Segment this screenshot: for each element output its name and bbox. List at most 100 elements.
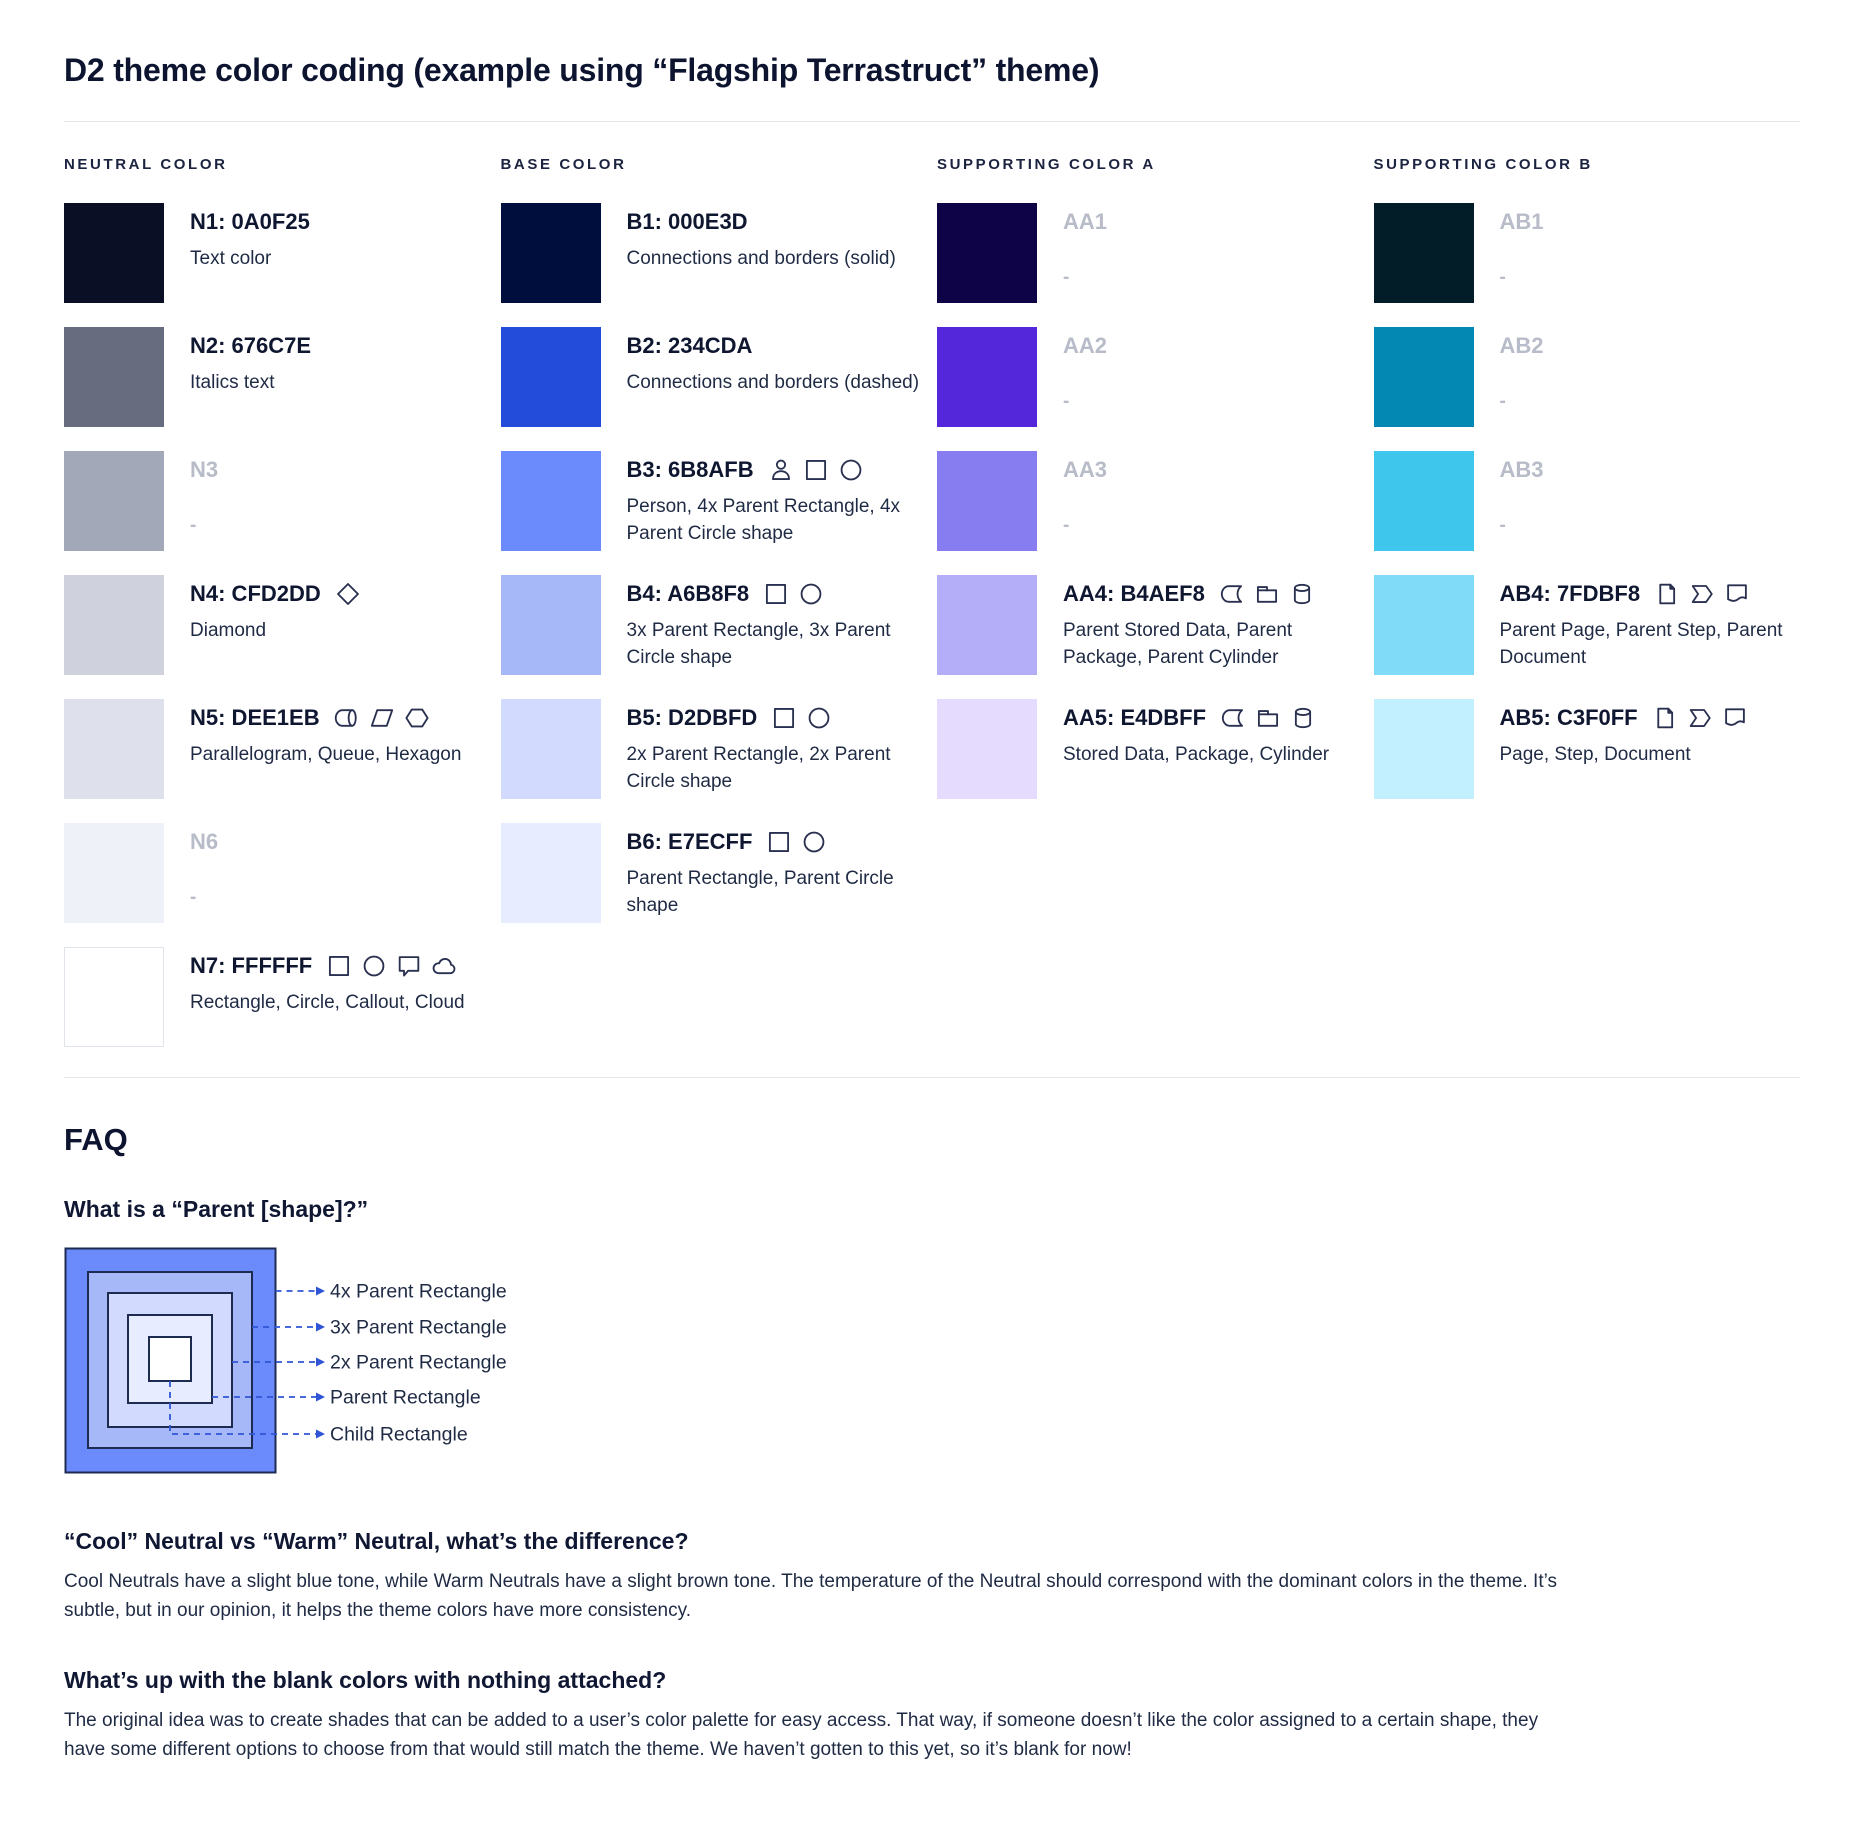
color-swatch-aa1 [937, 203, 1037, 303]
hexagon-icon [404, 705, 430, 731]
entry-label-row: AB4: 7FDBF8 [1500, 581, 1800, 607]
entry-description: Text color [190, 248, 272, 269]
palette-entry-n6: N6 - [64, 823, 491, 923]
entry-shape-icons [771, 705, 832, 731]
entry-label: B6: E7ECFF [626, 829, 753, 854]
faq-question-parent-shape: What is a “Parent [shape]?” [64, 1196, 369, 1222]
diagram-rect-5 [148, 1336, 192, 1382]
palette-entry-b5: B5: D2DBFD 2x Parent Rectangle, 2x Parent… [500, 699, 928, 799]
palette-entry-aa5: AA5: E4DBFF Stored Data, Package, Cylinde… [937, 699, 1364, 799]
entry-meta: B5: D2DBFD 2x Parent Rectangle, 2x Parent… [627, 699, 927, 796]
entry-label: B5: D2DBFD [626, 705, 758, 730]
entry-description: Stored Data, Package, Cylinder [1063, 744, 1330, 765]
palette-column-header: NEUTRAL COLOR [64, 156, 228, 173]
entry-description: Person, 4x Parent Rectangle, 4x Parent C… [626, 496, 901, 544]
palette-column-3: SUPPORTING COLOR A AA1 - AA2 - AA3 - AA4: B4AEF… [937, 156, 1364, 1071]
entry-description: Parent Rectangle, Parent Circle shape [626, 868, 894, 916]
entry-description: 3x Parent Rectangle, 3x Parent Circle sh… [626, 620, 891, 668]
rectangle-icon [803, 457, 829, 483]
package-icon [1254, 581, 1280, 607]
entry-label-row: N3 [190, 457, 490, 483]
faq-answer-blank-colors: The original idea was to create shades t… [64, 1710, 1539, 1760]
entry-description: - [1063, 515, 1070, 536]
color-swatch-aa5 [937, 699, 1037, 799]
entry-description: - [1063, 267, 1070, 288]
palette-column-1: NEUTRAL COLOR N1: 0A0F25 Text color N2: 676… [64, 156, 491, 1071]
package-icon [1255, 705, 1281, 731]
entry-description: - [1499, 267, 1506, 288]
entry-label: AB1 [1499, 209, 1544, 234]
entry-label-row: N2: 676C7E [190, 333, 490, 359]
entry-label: AB5: C3F0FF [1499, 705, 1638, 730]
entry-label-row: AA2 [1063, 333, 1363, 359]
stored-data-icon [1220, 705, 1246, 731]
entry-label-row: N5: DEE1EB [190, 705, 490, 731]
entry-label: N5: DEE1EB [190, 705, 320, 730]
palette-entry-ab2: AB2 - [1373, 327, 1801, 427]
entry-label: AB3 [1499, 457, 1544, 482]
entry-description: Connections and borders (dashed) [626, 372, 920, 393]
entry-label-row: B5: D2DBFD [627, 705, 927, 731]
entry-description: Parent Stored Data, Parent Package, Pare… [1063, 620, 1293, 668]
entry-label: B3: 6B8AFB [626, 457, 754, 482]
palette-entry-n2: N2: 676C7E Italics text [64, 327, 491, 427]
diagram-label: 4x Parent Rectangle [330, 1281, 507, 1303]
entry-meta: N2: 676C7E Italics text [190, 327, 490, 397]
diagram-label: Child Rectangle [330, 1424, 468, 1446]
callout-icon [396, 953, 422, 979]
palette-entry-ab5: AB5: C3F0FF Page, Step, Document [1373, 699, 1801, 799]
entry-label: AA3 [1063, 457, 1108, 482]
entry-label-row: N7: FFFFFF [190, 953, 490, 979]
arrowhead-icon [316, 1429, 325, 1439]
entry-label: N4: CFD2DD [190, 581, 321, 606]
diagram-label: 2x Parent Rectangle [330, 1352, 507, 1374]
color-swatch-ab4 [1373, 575, 1474, 675]
palette-entry-aa1: AA1 - [937, 203, 1364, 303]
entry-label: AB4: 7FDBF8 [1499, 581, 1641, 606]
entry-shape-icons [766, 829, 827, 855]
entry-meta: AA5: E4DBFF Stored Data, Package, Cylinde… [1063, 699, 1363, 769]
entry-shape-icons [1652, 705, 1748, 731]
circle-icon [361, 953, 387, 979]
entry-meta: N6 - [190, 823, 490, 912]
entry-shape-icons [335, 581, 361, 607]
entry-description: 2x Parent Rectangle, 2x Parent Circle sh… [626, 744, 891, 792]
entry-description: Parallelogram, Queue, Hexagon [190, 744, 462, 765]
faq-answer-cool-vs-warm: Cool Neutrals have a slight blue tone, w… [64, 1571, 1557, 1621]
entry-label-row: B6: E7ECFF [627, 829, 927, 855]
diagram-label: Parent Rectangle [330, 1387, 481, 1409]
color-swatch-ab3 [1373, 451, 1474, 551]
entry-meta: AA4: B4AEF8 Parent Stored Data, Parent Pa… [1063, 575, 1363, 672]
rectangle-icon [766, 829, 792, 855]
color-swatch-n5 [64, 699, 164, 799]
entry-meta: B1: 000E3D Connections and borders (solid… [627, 203, 927, 273]
palette-grid: NEUTRAL COLOR N1: 0A0F25 Text color N2: 676… [64, 156, 1800, 1071]
palette-column-2: BASE COLOR B1: 000E3D Connections and bord… [500, 156, 928, 1071]
color-swatch-aa2 [937, 327, 1037, 427]
entry-label: N7: FFFFFF [190, 953, 313, 978]
entry-shape-icons [326, 953, 457, 979]
entry-label: AA5: E4DBFF [1063, 705, 1207, 730]
entry-label-row: B2: 234CDA [627, 333, 927, 359]
entry-meta: AB5: C3F0FF Page, Step, Document [1500, 699, 1800, 769]
entry-label-row: AB2 [1500, 333, 1800, 359]
palette-entry-ab4: AB4: 7FDBF8 Parent Page, Parent Step, Par… [1373, 575, 1801, 675]
step-icon [1689, 581, 1715, 607]
nested-rectangles-svg: 4x Parent Rectangle 3x Parent Rectangle 2x… [64, 1247, 507, 1474]
color-swatch-b3 [500, 451, 601, 551]
entry-label: N1: 0A0F25 [190, 209, 310, 234]
document-icon [1724, 581, 1750, 607]
entry-label-row: N6 [190, 829, 490, 855]
circle-icon [801, 829, 827, 855]
palette-entry-aa2: AA2 - [937, 327, 1364, 427]
color-swatch-b5 [500, 699, 601, 799]
parallelogram-icon [369, 705, 395, 731]
entry-label: AB2 [1499, 333, 1544, 358]
entry-label: AA2 [1063, 333, 1108, 358]
faq-title: FAQ [64, 1122, 128, 1157]
page: D2 theme color coding (example using “Fl… [64, 52, 1800, 1760]
entry-meta: AB2 - [1500, 327, 1800, 416]
entry-label-row: AA4: B4AEF8 [1063, 581, 1363, 607]
palette-column-header: SUPPORTING COLOR B [1373, 156, 1593, 173]
circle-icon [806, 705, 832, 731]
